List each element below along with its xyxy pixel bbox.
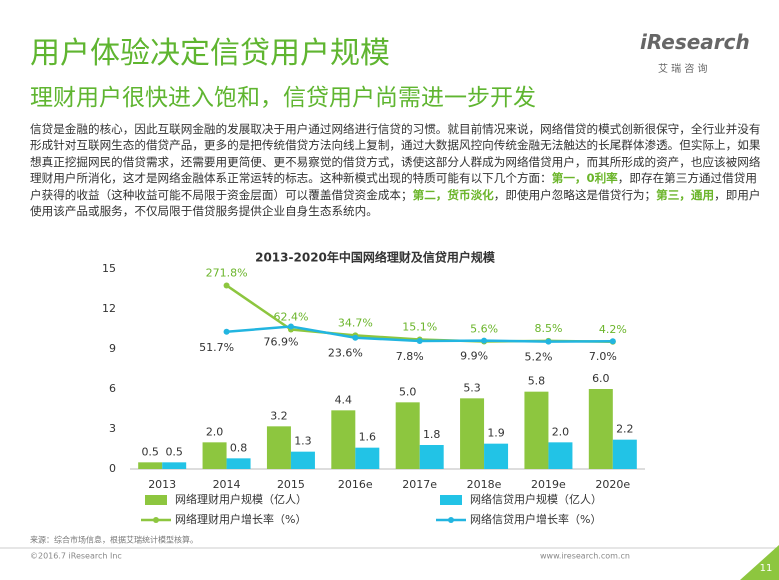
line-marker	[609, 338, 616, 345]
bar	[419, 445, 444, 469]
y-tick-label: 6	[109, 382, 116, 395]
bar-label: 5.3	[463, 381, 481, 394]
line-label: 23.6%	[328, 347, 363, 360]
legend-swatch	[448, 517, 454, 523]
logo: iResearch	[640, 30, 750, 54]
highlight: 第一，0利率	[551, 171, 618, 186]
bar-label: 0.5	[165, 445, 183, 458]
bar-label: 0.8	[230, 441, 248, 454]
legend-label: 网络理财用户增长率（%）	[175, 512, 306, 526]
bar-label: 2.2	[616, 423, 634, 436]
text: ，即用户使用该产品或服务，不仅局限于借贷服务提供企业自身生态系统内。	[30, 187, 761, 219]
bar	[138, 462, 163, 469]
line-marker	[223, 328, 230, 335]
x-tick-label: 2016e	[338, 478, 373, 491]
line-label: 7.8%	[396, 350, 424, 363]
line-label: 271.8%	[206, 266, 248, 279]
url: www.iresearch.com.cn	[540, 552, 630, 561]
x-tick-label: 2019e	[531, 478, 566, 491]
bar	[226, 458, 251, 469]
legend-swatch	[440, 495, 462, 505]
paragraph: 信贷是金融的核心，因此互联网金融的发展取决于用户通过网络进行信贷的习惯。就目前情…	[30, 121, 768, 219]
line-label: 5.2%	[524, 351, 552, 364]
line-marker	[287, 323, 294, 330]
bar	[548, 442, 573, 469]
y-tick-label: 15	[102, 262, 116, 275]
bar-label: 3.2	[270, 409, 288, 422]
line-label: 8.5%	[534, 322, 562, 335]
corner	[740, 545, 779, 580]
legend-swatch	[153, 517, 159, 523]
y-tick-label: 9	[109, 342, 116, 355]
bar-label: 2.0	[206, 425, 224, 438]
bar	[395, 402, 420, 469]
text: ，即使用户忽略这是借贷行为；	[493, 187, 657, 202]
bar-label: 5.0	[399, 385, 417, 398]
y-tick-label: 3	[109, 422, 116, 435]
x-tick-label: 2014	[213, 478, 241, 491]
bar	[355, 447, 380, 469]
line-label: 34.7%	[338, 316, 373, 329]
bar-label: 1.6	[359, 431, 377, 444]
highlight: 第三，通用	[656, 187, 715, 202]
bar	[612, 439, 637, 469]
source: 来源：综合市场信息，根据艾瑞统计模型核算。	[30, 535, 198, 545]
x-tick-label: 2018e	[467, 478, 502, 491]
line-label: 9.9%	[460, 350, 488, 363]
bar-label: 1.8	[423, 428, 441, 441]
bar	[484, 443, 509, 469]
bar	[331, 410, 356, 469]
bar-label: 1.3	[294, 435, 312, 448]
line-marker	[352, 334, 359, 341]
bar-label: 4.4	[335, 393, 353, 406]
legend-label: 网络信贷用户增长率（%）	[470, 512, 601, 526]
line-label: 7.0%	[589, 350, 617, 363]
bar	[524, 391, 549, 469]
line-marker	[545, 338, 552, 345]
line-marker	[223, 282, 230, 289]
legend-label: 网络理财用户规模（亿人）	[175, 492, 307, 506]
subtitle: 理财用户很快进入饱和，信贷用户尚需进一步开发	[30, 85, 536, 111]
x-tick-label: 2017e	[402, 478, 437, 491]
line-label: 4.2%	[599, 323, 627, 336]
bar	[266, 426, 291, 469]
bar-label: 5.8	[528, 375, 546, 388]
x-tick-label: 2020e	[595, 478, 630, 491]
copyright: ©2016.7 iResearch Inc	[30, 552, 122, 561]
x-tick-label: 2015	[277, 478, 305, 491]
line-label: 76.9%	[263, 335, 298, 348]
text: 信贷是金融的核心，因此互联网金融的发展取决于用户通过网络进行信贷的习惯。就目前情…	[30, 122, 761, 186]
highlight: 第二，货币淡化	[412, 187, 494, 202]
legend-label: 网络信贷用户规模（亿人）	[470, 492, 602, 506]
bar-label: 6.0	[592, 372, 610, 385]
bar	[162, 462, 187, 469]
bar-label: 2.0	[552, 425, 570, 438]
line-label: 51.7%	[199, 341, 234, 354]
y-tick-label: 12	[102, 302, 116, 315]
bar-label: 1.9	[487, 427, 505, 440]
logo-sub: 艾 瑞 咨 询	[658, 64, 708, 75]
line-label: 15.1%	[402, 321, 437, 334]
bar	[460, 398, 485, 469]
line-marker	[481, 337, 488, 344]
line-label: 62.4%	[273, 311, 308, 324]
bar	[202, 442, 227, 469]
text: ，即存在第三方通过借贷用户获得的收益（这种收益可能不局限于资金层面）可以覆盖借贷…	[30, 171, 757, 202]
y-tick-label: 0	[109, 462, 116, 475]
x-tick-label: 2013	[148, 478, 176, 491]
line-label: 5.6%	[470, 323, 498, 336]
bar	[290, 451, 315, 469]
chart-title: 2013-2020年中国网络理财及信贷用户规模	[255, 250, 496, 265]
bar	[588, 389, 613, 469]
line-marker	[416, 338, 423, 345]
bar-label: 0.5	[141, 445, 159, 458]
legend-swatch	[145, 495, 167, 505]
page-number: 11	[760, 563, 773, 574]
title: 用户体验决定信贷用户规模	[30, 36, 390, 71]
